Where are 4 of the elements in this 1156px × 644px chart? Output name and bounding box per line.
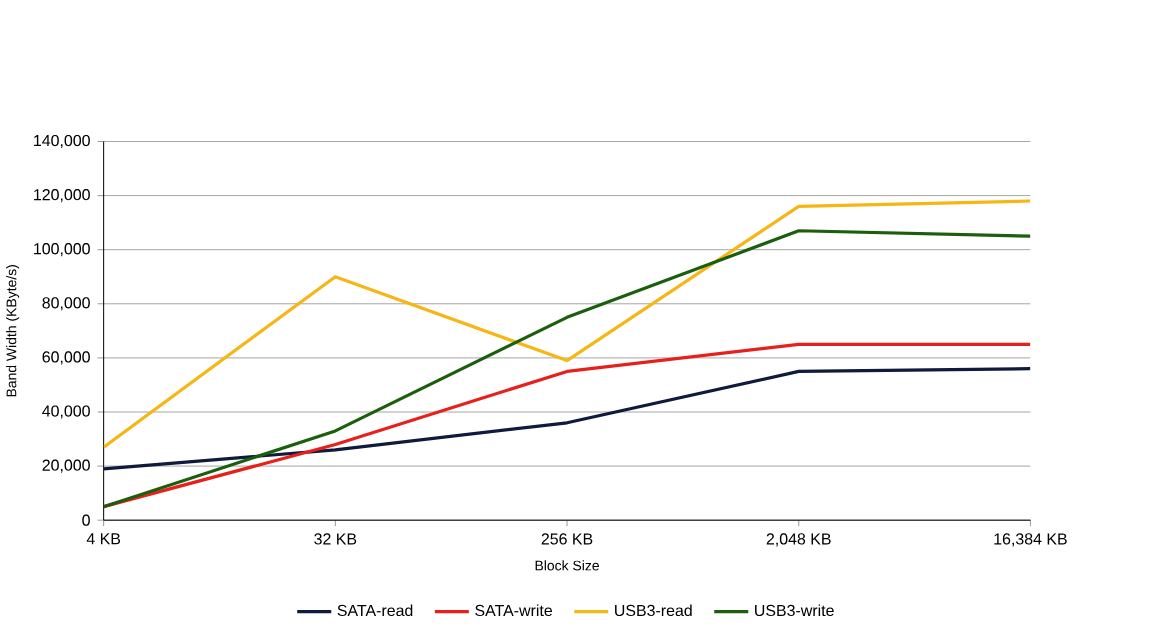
- line-series: [103, 342, 1031, 509]
- line-series: [103, 199, 1031, 449]
- line-series: [103, 367, 1031, 471]
- line-series: [103, 229, 1031, 509]
